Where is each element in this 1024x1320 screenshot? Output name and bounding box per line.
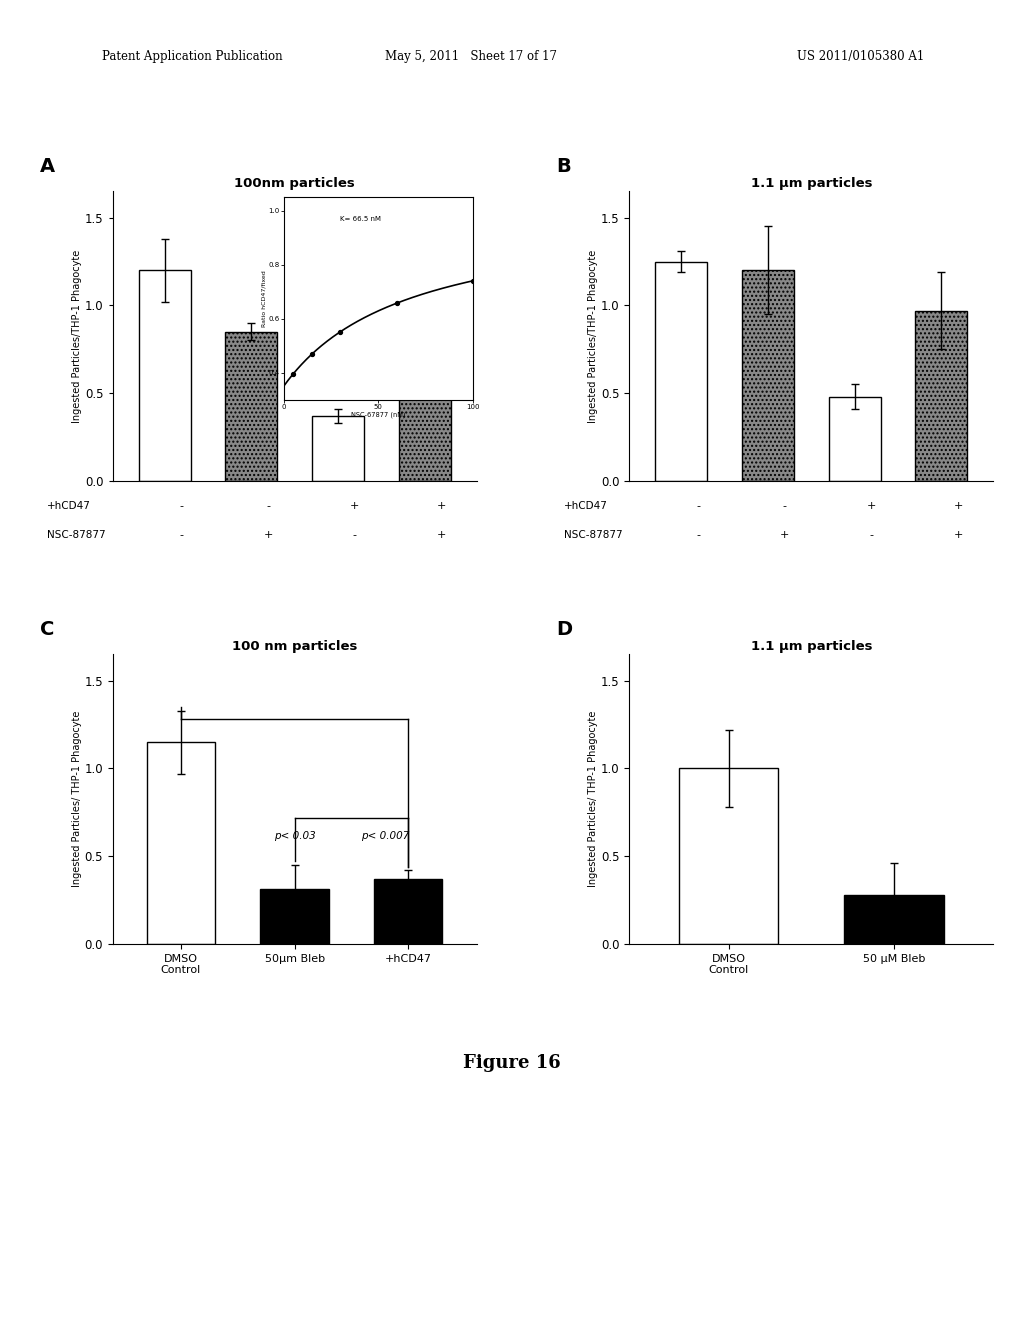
Text: +: +	[953, 529, 963, 540]
Text: -: -	[696, 502, 700, 511]
Text: B: B	[557, 157, 571, 176]
Text: p< 0.007: p< 0.007	[361, 830, 410, 841]
Bar	[260, 890, 329, 944]
Title: 100 nm particles: 100 nm particles	[231, 640, 357, 653]
Title: 1.1 μm particles: 1.1 μm particles	[751, 640, 872, 653]
Text: D: D	[557, 619, 572, 639]
Text: A: A	[40, 157, 55, 176]
Text: p< 0.03: p< 0.03	[273, 830, 315, 841]
Y-axis label: Ingested Particles/THP-1 Phagocyte: Ingested Particles/THP-1 Phagocyte	[73, 249, 82, 422]
Title: 1.1 μm particles: 1.1 μm particles	[751, 177, 872, 190]
Text: +: +	[436, 529, 446, 540]
Text: +: +	[866, 502, 877, 511]
Text: -: -	[266, 502, 270, 511]
Bar	[845, 895, 944, 944]
Bar	[146, 742, 215, 944]
Bar	[742, 271, 794, 480]
Text: May 5, 2011   Sheet 17 of 17: May 5, 2011 Sheet 17 of 17	[385, 50, 557, 63]
Bar	[398, 363, 451, 480]
Text: -: -	[696, 529, 700, 540]
Bar	[915, 310, 968, 480]
Text: +hCD47: +hCD47	[47, 502, 91, 511]
Text: +: +	[780, 529, 790, 540]
Text: +: +	[263, 529, 272, 540]
Bar	[138, 271, 190, 480]
Text: NSC-87877: NSC-87877	[564, 529, 623, 540]
Text: -: -	[179, 502, 183, 511]
Text: +: +	[350, 502, 359, 511]
Bar	[312, 416, 364, 480]
Text: Patent Application Publication: Patent Application Publication	[102, 50, 283, 63]
Title: 100nm particles: 100nm particles	[234, 177, 355, 190]
Y-axis label: Ingested Particles/ THP-1 Phagocyte: Ingested Particles/ THP-1 Phagocyte	[72, 711, 82, 887]
Text: -: -	[782, 502, 786, 511]
Bar	[374, 879, 442, 944]
Y-axis label: Ingested Particles/ THP-1 Phagocyte: Ingested Particles/ THP-1 Phagocyte	[588, 711, 598, 887]
Bar	[655, 261, 708, 480]
Text: +: +	[436, 502, 446, 511]
Bar	[679, 768, 778, 944]
Text: -: -	[179, 529, 183, 540]
Text: US 2011/0105380 A1: US 2011/0105380 A1	[797, 50, 924, 63]
Text: -: -	[352, 529, 356, 540]
Text: NSC-87877: NSC-87877	[47, 529, 105, 540]
Y-axis label: Ingested Particles/THP-1 Phagocyte: Ingested Particles/THP-1 Phagocyte	[588, 249, 598, 422]
Bar	[828, 396, 881, 480]
Text: +hCD47: +hCD47	[564, 502, 608, 511]
Text: +: +	[953, 502, 963, 511]
Text: C: C	[40, 619, 54, 639]
Bar	[225, 331, 278, 480]
Text: Figure 16: Figure 16	[463, 1053, 561, 1072]
Text: -: -	[869, 529, 873, 540]
